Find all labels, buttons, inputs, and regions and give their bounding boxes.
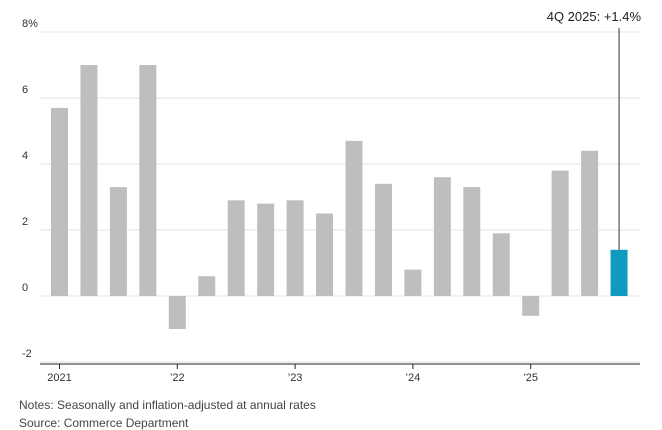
bars <box>51 65 628 329</box>
bar <box>492 233 510 296</box>
gridlines <box>40 31 640 363</box>
bar <box>433 177 451 296</box>
bar <box>463 187 481 296</box>
bar <box>227 200 245 296</box>
x-tick-label: ’24 <box>406 372 421 384</box>
bar <box>404 269 422 296</box>
bar <box>286 200 304 296</box>
x-tick-label: 2021 <box>47 372 71 384</box>
bar <box>198 276 216 296</box>
y-tick-label: 8% <box>22 18 38 30</box>
bar <box>139 65 157 296</box>
y-tick-label: 2 <box>22 216 28 228</box>
bar <box>316 213 334 296</box>
bar <box>168 296 186 329</box>
bar <box>345 140 363 296</box>
chart: 8% 6 4 2 0 -2 2021 ’22 ’23 ’24 ’25 4Q 2025: +1.4% <box>22 9 642 384</box>
annotation: 4Q 2025: +1.4% <box>547 9 642 250</box>
source-text: Source: Commerce Department <box>19 416 189 430</box>
x-axis <box>40 363 640 369</box>
x-tick-label: ’25 <box>523 372 538 384</box>
annotation-label: 4Q 2025: +1.4% <box>547 9 642 24</box>
y-tick-label: 6 <box>22 84 28 96</box>
x-tick-label: ’23 <box>288 372 303 384</box>
y-tick-label: 0 <box>22 282 28 294</box>
y-tick-label: 4 <box>22 150 28 162</box>
bar <box>109 187 127 296</box>
bar <box>374 183 392 296</box>
axis-labels: 8% 6 4 2 0 -2 2021 ’22 ’23 ’24 ’25 <box>22 18 538 384</box>
x-tick-label: ’22 <box>170 372 185 384</box>
bar <box>610 249 628 296</box>
bar <box>80 65 98 296</box>
notes-text: Notes: Seasonally and inflation-adjusted… <box>19 398 316 412</box>
bar <box>551 170 569 296</box>
bar <box>257 203 275 296</box>
bar <box>581 150 599 296</box>
bar <box>522 296 540 316</box>
bar <box>51 107 68 297</box>
y-tick-label: -2 <box>22 348 32 360</box>
